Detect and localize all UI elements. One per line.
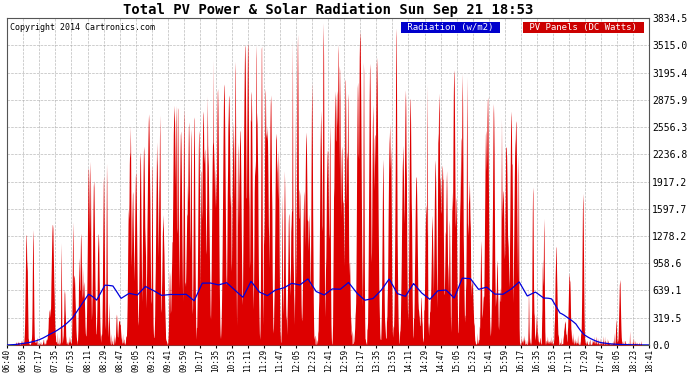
Text: PV Panels (DC Watts): PV Panels (DC Watts) bbox=[524, 23, 642, 32]
Text: Radiation (w/m2): Radiation (w/m2) bbox=[402, 23, 499, 32]
Title: Total PV Power & Solar Radiation Sun Sep 21 18:53: Total PV Power & Solar Radiation Sun Sep… bbox=[123, 3, 533, 17]
Text: Copyright 2014 Cartronics.com: Copyright 2014 Cartronics.com bbox=[10, 23, 155, 32]
